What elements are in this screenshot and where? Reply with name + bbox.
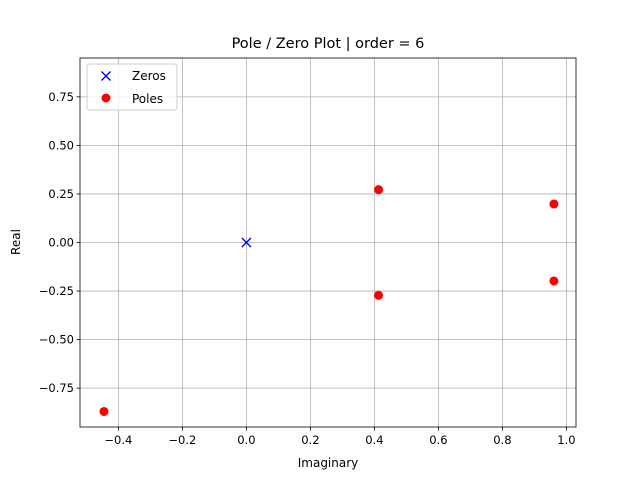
legend-zero-stroke bbox=[101, 71, 111, 81]
x-axis-label: Imaginary bbox=[298, 456, 359, 470]
y-tick-label: −0.50 bbox=[39, 333, 74, 347]
y-tick-label: −0.75 bbox=[39, 381, 74, 395]
y-tick-label: 0.50 bbox=[48, 138, 74, 152]
y-tick-label: 0.75 bbox=[48, 90, 74, 104]
y-tick-label: 0.25 bbox=[48, 187, 74, 201]
pole-marker bbox=[549, 276, 559, 286]
zero-marker bbox=[241, 237, 252, 248]
x-tick-label: 0.0 bbox=[237, 433, 255, 447]
y-tick-label: −0.25 bbox=[39, 284, 74, 298]
x-tick-label: 0.8 bbox=[493, 433, 511, 447]
x-tick-label: 1.0 bbox=[557, 433, 575, 447]
legend-zeros-label: Zeros bbox=[132, 69, 166, 83]
pole-marker bbox=[549, 199, 559, 209]
pole-marker bbox=[374, 290, 384, 300]
grid bbox=[80, 58, 576, 427]
legend-zeros-marker bbox=[101, 71, 111, 81]
x-tick-label: −0.2 bbox=[168, 433, 196, 447]
chart-title: Pole / Zero Plot | order = 6 bbox=[232, 36, 425, 52]
y-tick-label: 0.00 bbox=[48, 236, 74, 250]
x-tick-label: 0.6 bbox=[429, 433, 447, 447]
ticks: −0.4 −0.2 0.0 0.2 0.4 0.6 0.8 1.0 −0.75 −0.50 −0.2… bbox=[39, 90, 576, 447]
legend-poles-marker bbox=[101, 93, 111, 103]
y-axis-label: Real bbox=[9, 229, 23, 255]
pole-marker bbox=[99, 406, 109, 416]
x-tick-label: −0.4 bbox=[104, 433, 132, 447]
x-tick-label: 0.4 bbox=[365, 433, 383, 447]
x-tick-label: 0.2 bbox=[301, 433, 319, 447]
zero-marker-stroke bbox=[241, 237, 252, 248]
legend: Zeros Poles bbox=[86, 63, 178, 111]
pole-marker bbox=[374, 185, 384, 195]
data-points bbox=[99, 185, 559, 416]
legend-poles-label: Poles bbox=[132, 92, 163, 106]
